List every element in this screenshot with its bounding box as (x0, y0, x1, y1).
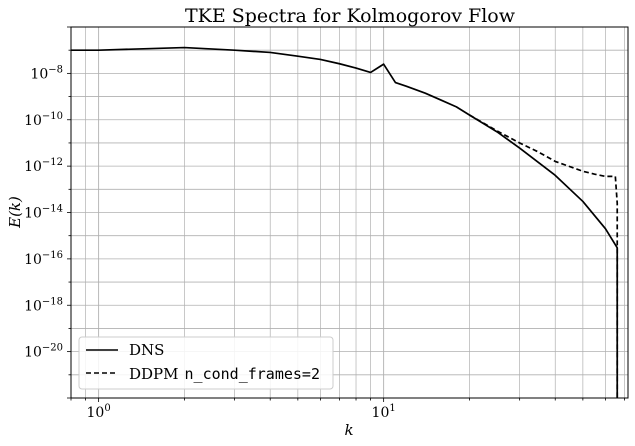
y-tick-label: 10−8 (30, 64, 63, 82)
y-tick-label: 10−16 (24, 250, 63, 268)
legend-box (78, 336, 334, 390)
legend-ddpm-label: DDPM n_cond_frames=2 (129, 365, 320, 383)
legend: DNS DDPM n_cond_frames=2 (78, 336, 334, 390)
chart-title: TKE Spectra for Kolmogorov Flow (185, 5, 516, 27)
y-tick-label: 10−18 (24, 296, 63, 314)
series-lines (71, 46, 619, 398)
x-tick-label: 100 (87, 403, 111, 421)
y-tick-label: 10−12 (24, 157, 63, 175)
y-tick-label: 10−20 (24, 343, 63, 361)
y-tick-label: 10−10 (24, 111, 63, 129)
x-axis-label: k (344, 421, 353, 439)
series-line-ddpm (469, 114, 619, 398)
axis-ticks (67, 26, 625, 402)
y-tick-label: 10−14 (24, 204, 63, 222)
tick-labels: 100 101 10−8 10−10 10−12 10−14 10−16 10−18 10−20 (24, 64, 396, 421)
series-line-dns (71, 46, 619, 398)
y-axis-label: E(k) (6, 196, 24, 229)
legend-dns-label: DNS (129, 341, 164, 359)
x-tick-label: 101 (372, 403, 396, 421)
